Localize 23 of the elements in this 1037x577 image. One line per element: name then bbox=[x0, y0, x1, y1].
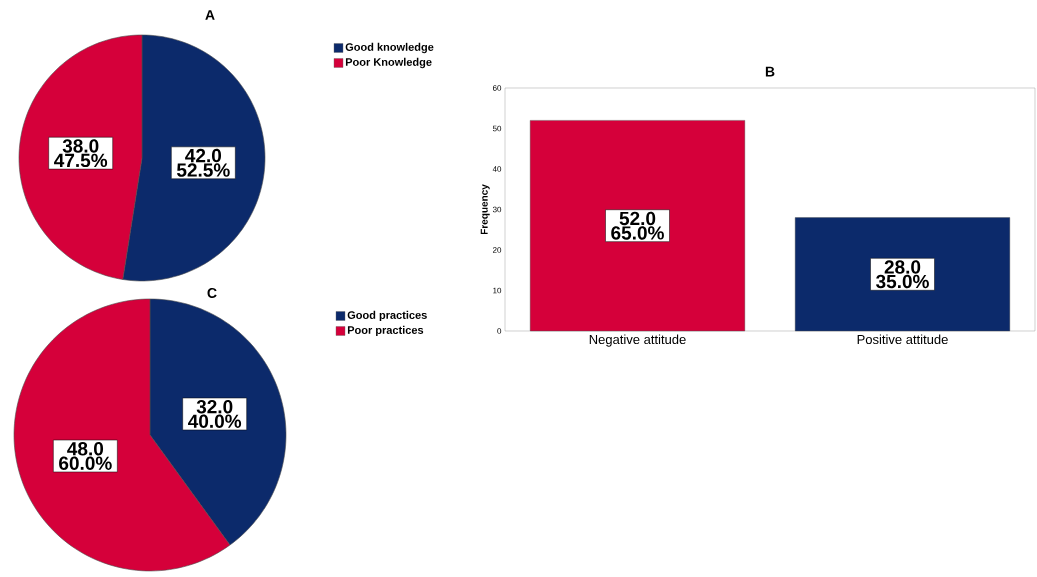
chart-title: B bbox=[765, 66, 775, 77]
chart-title: C bbox=[207, 288, 217, 298]
y-tick-label: 40 bbox=[492, 166, 502, 172]
y-tick-label: 50 bbox=[492, 125, 502, 132]
data-label: 42.0 52.5% bbox=[176, 148, 230, 177]
legend-label: Good practices bbox=[347, 310, 427, 322]
y-tick-label: 30 bbox=[492, 206, 502, 213]
data-label: 52.0 65.0% bbox=[611, 211, 664, 240]
data-label: 28.0 35.0% bbox=[876, 260, 929, 289]
y-axis-title: Frequency bbox=[480, 184, 490, 235]
legend-label: Poor practices bbox=[347, 325, 424, 337]
chart-title: A bbox=[205, 10, 215, 20]
x-tick-label: Negative attitude bbox=[589, 334, 686, 347]
data-label: 38.0 47.5% bbox=[54, 139, 108, 168]
y-tick-label: 20 bbox=[492, 247, 502, 253]
legend-label: Poor Knowledge bbox=[345, 57, 432, 69]
data-label: 32.0 40.0% bbox=[188, 400, 242, 428]
y-tick-label: 0 bbox=[497, 328, 502, 334]
legend-label: Good knowledge bbox=[345, 42, 434, 54]
x-tick-label: Positive attitude bbox=[857, 334, 948, 345]
data-label: 48.0 60.0% bbox=[59, 442, 112, 470]
y-tick-label: 10 bbox=[493, 287, 502, 294]
y-tick-label: 60 bbox=[492, 85, 502, 91]
